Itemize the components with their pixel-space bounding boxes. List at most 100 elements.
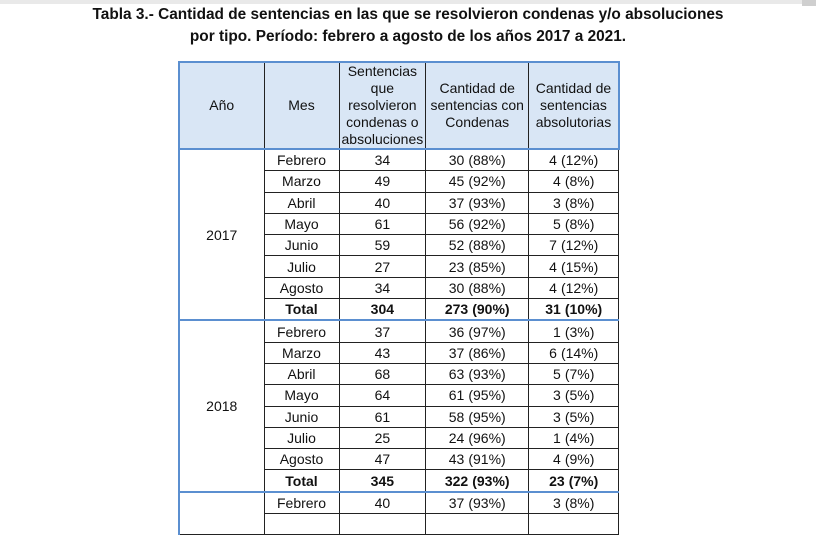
acquittals-cell: 7 (12%) — [528, 234, 620, 257]
month-cell: Febrero — [263, 319, 340, 343]
convictions-cell-percent: (90%) — [472, 301, 510, 318]
acquittals-cell: 23 (7%) — [528, 469, 620, 493]
convictions-cell: 273 (90%) — [425, 298, 530, 321]
convictions-cell-percent: (85%) — [468, 258, 506, 275]
acquittals-cell-percent: (14%) — [560, 344, 599, 361]
acquittals-cell: 3 (8%) — [528, 491, 620, 515]
total-row: Total 304 273 (90%) 31 (10%) — [179, 298, 620, 321]
total-sentences-cell: 345 — [338, 469, 427, 493]
total-sentences-cell: 49 — [338, 170, 427, 193]
total-sentences-cell: 61 — [338, 405, 427, 428]
acquittals-cell: 5 (7%) — [528, 362, 620, 386]
convictions-cell-value: 24 — [448, 430, 465, 446]
header-total-sentences: Sentencias que resolvieron condenas o ab… — [338, 61, 427, 150]
convictions-cell: 63 (93%) — [425, 362, 530, 386]
convictions-cell-value: 43 — [448, 451, 465, 468]
convictions-cell-value: 58 — [448, 408, 465, 425]
acquittals-cell: 4 (12%) — [528, 148, 620, 172]
convictions-cell-value: 36 — [448, 323, 465, 340]
month-cell: Abril — [263, 362, 340, 386]
table-row: Agosto 34 30 (88%) 4 (12%) — [179, 276, 620, 300]
table-row: 2018 Febrero 37 36 (97%) 1 (3%) — [178, 319, 620, 493]
total-sentences-cell: 43 — [338, 341, 427, 364]
convictions-cell: 61 (95%) — [425, 384, 530, 407]
table-caption: Tabla 3.- Cantidad de sentencias en las … — [0, 4, 816, 48]
total-sentences-cell: 37 — [338, 319, 427, 343]
table-row: 2017 Febrero 34 30 (88%) 4 (12%) — [178, 148, 620, 321]
acquittals-cell-percent: (8%) — [564, 194, 595, 211]
convictions-cell: 52 (88%) — [425, 234, 530, 257]
total-sentences-cell: 47 — [338, 448, 427, 471]
month-cell: Agosto — [263, 448, 340, 471]
total-sentences-cell: 59 — [338, 234, 427, 257]
acquittals-cell-percent: (12%) — [560, 237, 599, 254]
convictions-cell-value: 52 — [448, 237, 465, 254]
header-acquittals: Cantidad de sentencias absolutorias — [528, 61, 620, 150]
acquittals-cell-percent: (12%) — [560, 152, 599, 169]
table-row: Mayo 64 61 (95%) 3 (5%) — [179, 384, 620, 407]
acquittals-cell-value: 6 — [549, 344, 557, 361]
header-year: Año — [178, 61, 265, 150]
convictions-cell-percent: (95%) — [468, 408, 506, 425]
empty-cell — [528, 513, 620, 535]
convictions-cell: 30 (88%) — [425, 148, 530, 172]
convictions-cell-percent: (92%) — [468, 173, 506, 190]
acquittals-cell-percent: (10%) — [564, 301, 603, 318]
caption-line-1: Tabla 3.- Cantidad de sentencias en las … — [92, 6, 724, 23]
convictions-cell-percent: (93%) — [472, 472, 510, 489]
convictions-cell-percent: (86%) — [468, 344, 506, 361]
convictions-cell: 58 (95%) — [425, 405, 530, 428]
convictions-cell-value: 61 — [448, 387, 465, 404]
convictions-cell: 37 (86%) — [425, 341, 530, 364]
convictions-cell-value: 56 — [448, 216, 465, 233]
acquittals-cell: 4 (12%) — [528, 276, 620, 300]
convictions-cell-percent: (96%) — [468, 430, 506, 446]
total-sentences-cell: 68 — [338, 362, 427, 386]
acquittals-cell-value: 4 — [549, 152, 557, 169]
header-row: Año Mes Sentencias que resolvieron conde… — [178, 61, 620, 150]
year-cell: 2018 — [178, 319, 265, 493]
convictions-cell-value: 37 — [448, 494, 465, 511]
acquittals-cell-value: 23 — [549, 472, 565, 489]
convictions-cell-value: 37 — [448, 344, 465, 361]
table-row: Agosto 47 43 (91%) 4 (9%) — [179, 448, 620, 471]
month-cell: Febrero — [263, 148, 340, 172]
convictions-cell: 322 (93%) — [425, 469, 530, 493]
convictions-cell: 56 (92%) — [425, 212, 530, 236]
convictions-cell: 43 (91%) — [425, 448, 530, 471]
acquittals-cell-percent: (8%) — [564, 173, 595, 190]
convictions-cell-percent: (88%) — [468, 152, 506, 169]
acquittals-cell-percent: (5%) — [564, 387, 595, 404]
acquittals-cell-percent: (7%) — [568, 472, 599, 489]
table-row: Junio 61 58 (95%) 3 (5%) — [179, 405, 620, 428]
convictions-cell: 24 (96%) — [425, 426, 530, 450]
month-cell: Abril — [263, 191, 340, 214]
acquittals-cell-value: 1 — [553, 323, 561, 340]
acquittals-cell-value: 3 — [553, 194, 561, 211]
convictions-cell-percent: (97%) — [468, 323, 506, 340]
top-edge-corner — [802, 0, 816, 6]
acquittals-cell-percent: (7%) — [564, 366, 595, 383]
acquittals-cell-value: 4 — [549, 279, 557, 296]
convictions-cell-percent: (91%) — [468, 451, 506, 468]
convictions-cell-value: 23 — [448, 258, 465, 275]
convictions-cell-value: 30 — [448, 279, 465, 296]
acquittals-cell-value: 7 — [549, 237, 557, 254]
acquittals-cell-value: 3 — [553, 408, 561, 425]
convictions-cell-percent: (93%) — [468, 194, 506, 211]
acquittals-cell: 4 (8%) — [528, 170, 620, 193]
total-label-cell: Total — [263, 298, 340, 321]
year-group-2018: 2018 Febrero 37 36 (97%) 1 (3%) Marzo 43 37 (86%) 6… — [178, 319, 620, 493]
month-cell: Febrero — [263, 491, 340, 515]
acquittals-cell-value: 4 — [549, 258, 557, 275]
acquittals-cell-percent: (3%) — [564, 323, 595, 340]
acquittals-cell-value: 3 — [553, 494, 561, 511]
convictions-cell-percent: (92%) — [468, 216, 506, 233]
acquittals-cell: 31 (10%) — [528, 298, 620, 321]
total-sentences-cell: 40 — [338, 191, 427, 214]
convictions-cell: 36 (97%) — [425, 319, 530, 343]
caption-line-2: por tipo. Período: febrero a agosto de l… — [189, 28, 627, 45]
month-cell: Junio — [263, 234, 340, 257]
convictions-cell-percent: (88%) — [468, 237, 506, 254]
convictions-cell-percent: (95%) — [468, 387, 506, 404]
